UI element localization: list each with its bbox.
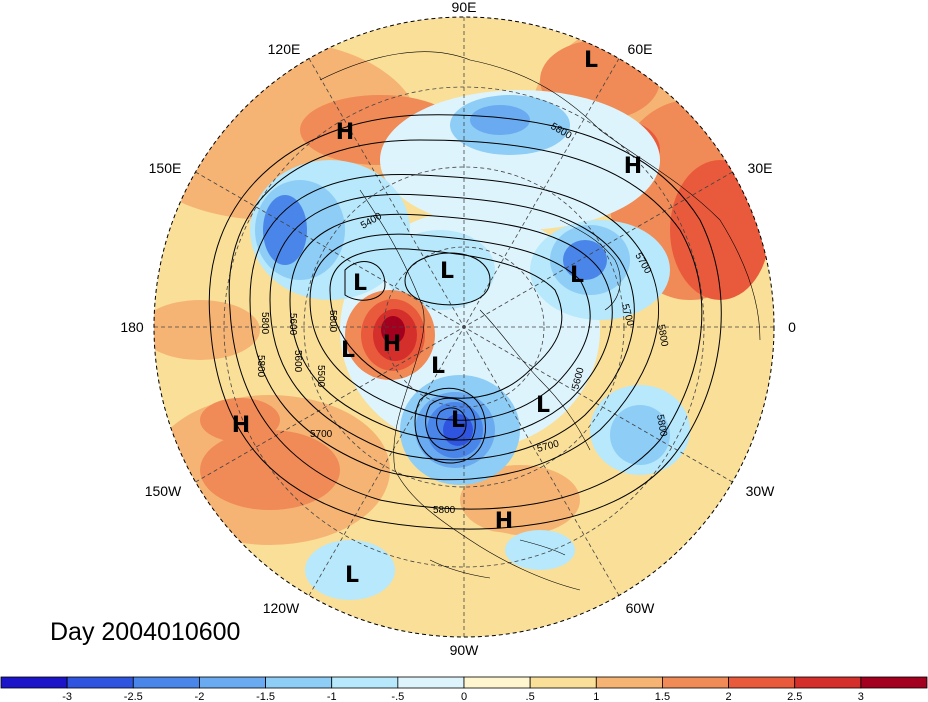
low-center-marker: L [536, 393, 550, 418]
colorbar-tick-label: -.5 [391, 691, 404, 702]
lon-label-150e: 150E [149, 160, 182, 176]
graticule [154, 17, 774, 637]
lon-label-90w: 90W [450, 642, 480, 658]
low-center-marker: L [431, 354, 445, 379]
low-center-marker: L [440, 259, 454, 284]
colorbar-swatch [463, 676, 531, 689]
contour-label: 5800 [259, 312, 270, 335]
colorbar-tick-label: 0 [461, 691, 467, 702]
lon-label-90e: 90E [452, 0, 477, 15]
lon-label-60w: 60W [626, 600, 656, 616]
colorbar-swatch [132, 676, 200, 689]
lon-label-150w: 150W [145, 483, 182, 499]
high-center-marker: H [624, 154, 642, 179]
low-center-marker: L [451, 408, 465, 433]
anomaly-field [154, 17, 774, 637]
contour-label: 5700 [310, 429, 333, 440]
low-center-marker: L [345, 563, 359, 588]
lon-label-60e: 60E [628, 41, 653, 57]
longitude-labels: 90E 60E 30E 0 30W 60W 90W 120W 150W 180 … [120, 0, 796, 658]
low-center-marker: L [584, 48, 598, 73]
colorbar-tick-label: -2 [195, 691, 205, 702]
colorbar-swatch [331, 676, 399, 689]
contour-label: 5500 [315, 365, 326, 388]
colorbar-swatch [199, 676, 266, 689]
high-center-marker: H [495, 509, 513, 534]
low-center-marker: L [341, 338, 355, 363]
map-boundary [153, 16, 775, 638]
low-center-marker: L [353, 271, 367, 296]
contour-label: 5600 [287, 313, 298, 336]
coastlines [319, 51, 761, 591]
colorbar-tick-label: -2.5 [124, 691, 143, 702]
colorbar-tick-label: 3 [858, 691, 864, 702]
colorbar-tick-label: -1.5 [256, 691, 275, 702]
high-center-marker: H [232, 413, 250, 438]
low-center-marker: L [570, 263, 584, 288]
colorbar-swatch [794, 676, 862, 689]
colorbar-tick-label: .5 [526, 691, 535, 702]
colorbar-swatch [0, 676, 68, 689]
height-contours [208, 114, 722, 530]
colorbar-tick-label: 1.5 [655, 691, 670, 702]
colorbar-tick-label: 1 [593, 691, 599, 702]
contour-label: 5600 [292, 350, 303, 373]
high-center-marker: H [383, 332, 401, 357]
contour-label: 5800 [433, 505, 456, 516]
contour-label: 5800 [255, 355, 266, 378]
colorbar-tick-label: -3 [62, 691, 72, 702]
colorbar-swatch [860, 676, 928, 689]
contour-label: 5800 [655, 324, 670, 348]
contour-label: 5800 [327, 310, 338, 333]
lon-label-120w: 120W [263, 600, 300, 616]
colorbar: -3 -2.5 -2 -1.5 -1 -.5 0 .5 1 1.5 2 2.5 3 [0, 676, 928, 702]
colorbar-swatch [529, 676, 597, 689]
high-center-marker: H [336, 120, 354, 145]
contour-label: 5800 [654, 414, 669, 438]
colorbar-swatch [66, 676, 134, 689]
colorbar-tick-label: 2 [726, 691, 732, 702]
lon-label-120e: 120E [268, 41, 301, 57]
colorbar-swatch [662, 676, 729, 689]
colorbar-swatch [397, 676, 465, 689]
colorbar-tick-label: -1 [327, 691, 337, 702]
pressure-centers: H L H L L L H L L L L H H L [232, 48, 642, 588]
colorbar-swatch [265, 676, 333, 689]
lon-label-30w: 30W [746, 483, 776, 499]
colorbar-tick-label: 2.5 [787, 691, 802, 702]
lon-label-180: 180 [120, 319, 144, 335]
colorbar-swatch [728, 676, 796, 689]
lon-label-0: 0 [788, 319, 796, 335]
colorbar-swatch [595, 676, 663, 689]
lon-label-30e: 30E [748, 160, 773, 176]
day-title: Day 2004010600 [50, 618, 241, 646]
